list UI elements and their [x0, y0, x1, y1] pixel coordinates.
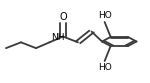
Text: O: O [59, 12, 67, 22]
Text: HO: HO [98, 63, 111, 72]
Text: NH: NH [51, 33, 64, 42]
Text: HO: HO [98, 11, 111, 20]
